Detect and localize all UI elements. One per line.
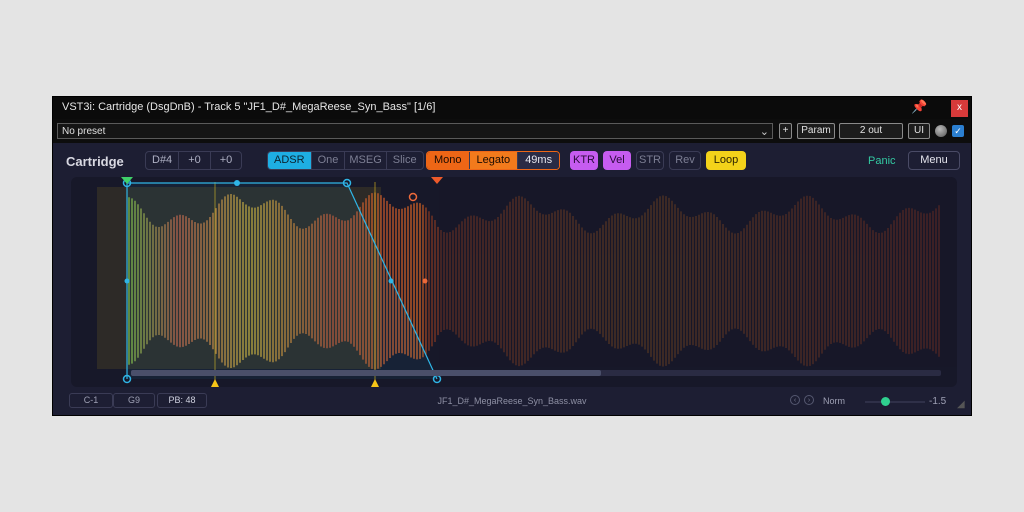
close-button[interactable]: x bbox=[951, 100, 968, 117]
add-button[interactable]: + bbox=[779, 123, 792, 139]
loop-button[interactable]: Loop bbox=[706, 151, 746, 170]
plugin-window: VST3i: Cartridge (DsgDnB) - Track 5 "JF1… bbox=[52, 96, 972, 416]
fine-offset[interactable]: +0 bbox=[219, 154, 233, 166]
next-sample-button[interactable]: › bbox=[804, 395, 814, 405]
mode-tabs: ADSR One MSEG Slice bbox=[267, 151, 424, 170]
end-marker[interactable] bbox=[431, 177, 443, 184]
menu-button[interactable]: Menu bbox=[908, 151, 960, 170]
sample-end-handle[interactable] bbox=[408, 192, 418, 202]
envelope-hold-handle[interactable] bbox=[234, 180, 240, 186]
plugin-name: Cartridge bbox=[66, 154, 124, 169]
tab-mseg[interactable]: MSEG bbox=[345, 152, 387, 169]
vel-button[interactable]: Vel bbox=[603, 151, 631, 170]
footer-bar: C-1 G9 PB: 48 JF1_D#_MegaReese_Syn_Bass.… bbox=[53, 391, 971, 413]
title-bar[interactable]: VST3i: Cartridge (DsgDnB) - Track 5 "JF1… bbox=[53, 97, 971, 119]
note-group: D#4 +0 +0 bbox=[145, 151, 243, 170]
mono-button[interactable]: Mono bbox=[427, 152, 470, 169]
chevron-down-icon: ⌄ bbox=[759, 126, 769, 138]
waveform-display[interactable] bbox=[71, 177, 957, 387]
preset-dropdown[interactable]: No preset ⌄ bbox=[57, 123, 773, 139]
key-range-low[interactable]: C-1 bbox=[69, 393, 113, 408]
gain-slider-thumb[interactable] bbox=[881, 397, 890, 406]
preset-label: No preset bbox=[62, 126, 106, 137]
normalize-label: Norm bbox=[823, 396, 845, 406]
output-button[interactable]: 2 out bbox=[839, 123, 903, 139]
legato-button[interactable]: Legato bbox=[469, 152, 519, 169]
ktr-button[interactable]: KTR bbox=[570, 151, 598, 170]
loop-region bbox=[97, 187, 381, 369]
tab-adsr[interactable]: ADSR bbox=[268, 152, 312, 169]
loop-start-marker[interactable] bbox=[211, 379, 219, 387]
sample-filename: JF1_D#_MegaReese_Syn_Bass.wav bbox=[437, 396, 587, 406]
pitch-bend-range[interactable]: PB: 48 bbox=[157, 393, 207, 408]
root-note[interactable]: D#4 bbox=[146, 152, 180, 169]
sample-curve-handle[interactable] bbox=[422, 278, 428, 284]
envelope-start-handle[interactable] bbox=[122, 374, 132, 384]
window-title: VST3i: Cartridge (DsgDnB) - Track 5 "JF1… bbox=[62, 101, 436, 113]
start-marker[interactable] bbox=[121, 177, 133, 184]
param-button[interactable]: Param bbox=[797, 123, 835, 139]
reverse-button[interactable]: Rev bbox=[669, 151, 701, 170]
scrollbar-thumb[interactable] bbox=[131, 370, 601, 376]
bypass-checkbox[interactable]: ✓ bbox=[952, 125, 964, 137]
ui-button[interactable]: UI bbox=[908, 123, 930, 139]
envelope-curve-handle[interactable] bbox=[124, 278, 130, 284]
waveform bbox=[128, 177, 957, 370]
envelope-decay-handle[interactable] bbox=[342, 178, 352, 188]
loop-end-marker[interactable] bbox=[371, 379, 379, 387]
pin-icon[interactable]: 📌 bbox=[911, 99, 928, 114]
wet-knob[interactable] bbox=[935, 125, 947, 137]
key-range-high[interactable]: G9 bbox=[113, 393, 155, 408]
waveform-svg[interactable] bbox=[71, 177, 957, 387]
gain-value: -1.5 bbox=[929, 396, 947, 407]
plugin-ui: Cartridge D#4 +0 +0 ADSR One MSEG Slice … bbox=[53, 143, 971, 415]
gain-slider-track[interactable] bbox=[865, 401, 925, 403]
panic-button[interactable]: Panic bbox=[868, 155, 896, 167]
envelope-release-curve-handle[interactable] bbox=[388, 278, 394, 284]
prev-sample-button[interactable]: ‹ bbox=[790, 395, 800, 405]
str-button[interactable]: STR bbox=[636, 151, 664, 170]
glide-time[interactable]: 49ms bbox=[518, 152, 560, 169]
tab-one[interactable]: One bbox=[312, 152, 346, 169]
host-toolbar: No preset ⌄ + Param 2 out UI ✓ bbox=[53, 119, 971, 143]
voice-group: Mono Legato 49ms bbox=[426, 151, 561, 170]
resize-grip-icon[interactable]: ◢ bbox=[957, 399, 965, 410]
transpose-offset[interactable]: +0 bbox=[179, 152, 211, 169]
tab-slice[interactable]: Slice bbox=[392, 154, 417, 166]
